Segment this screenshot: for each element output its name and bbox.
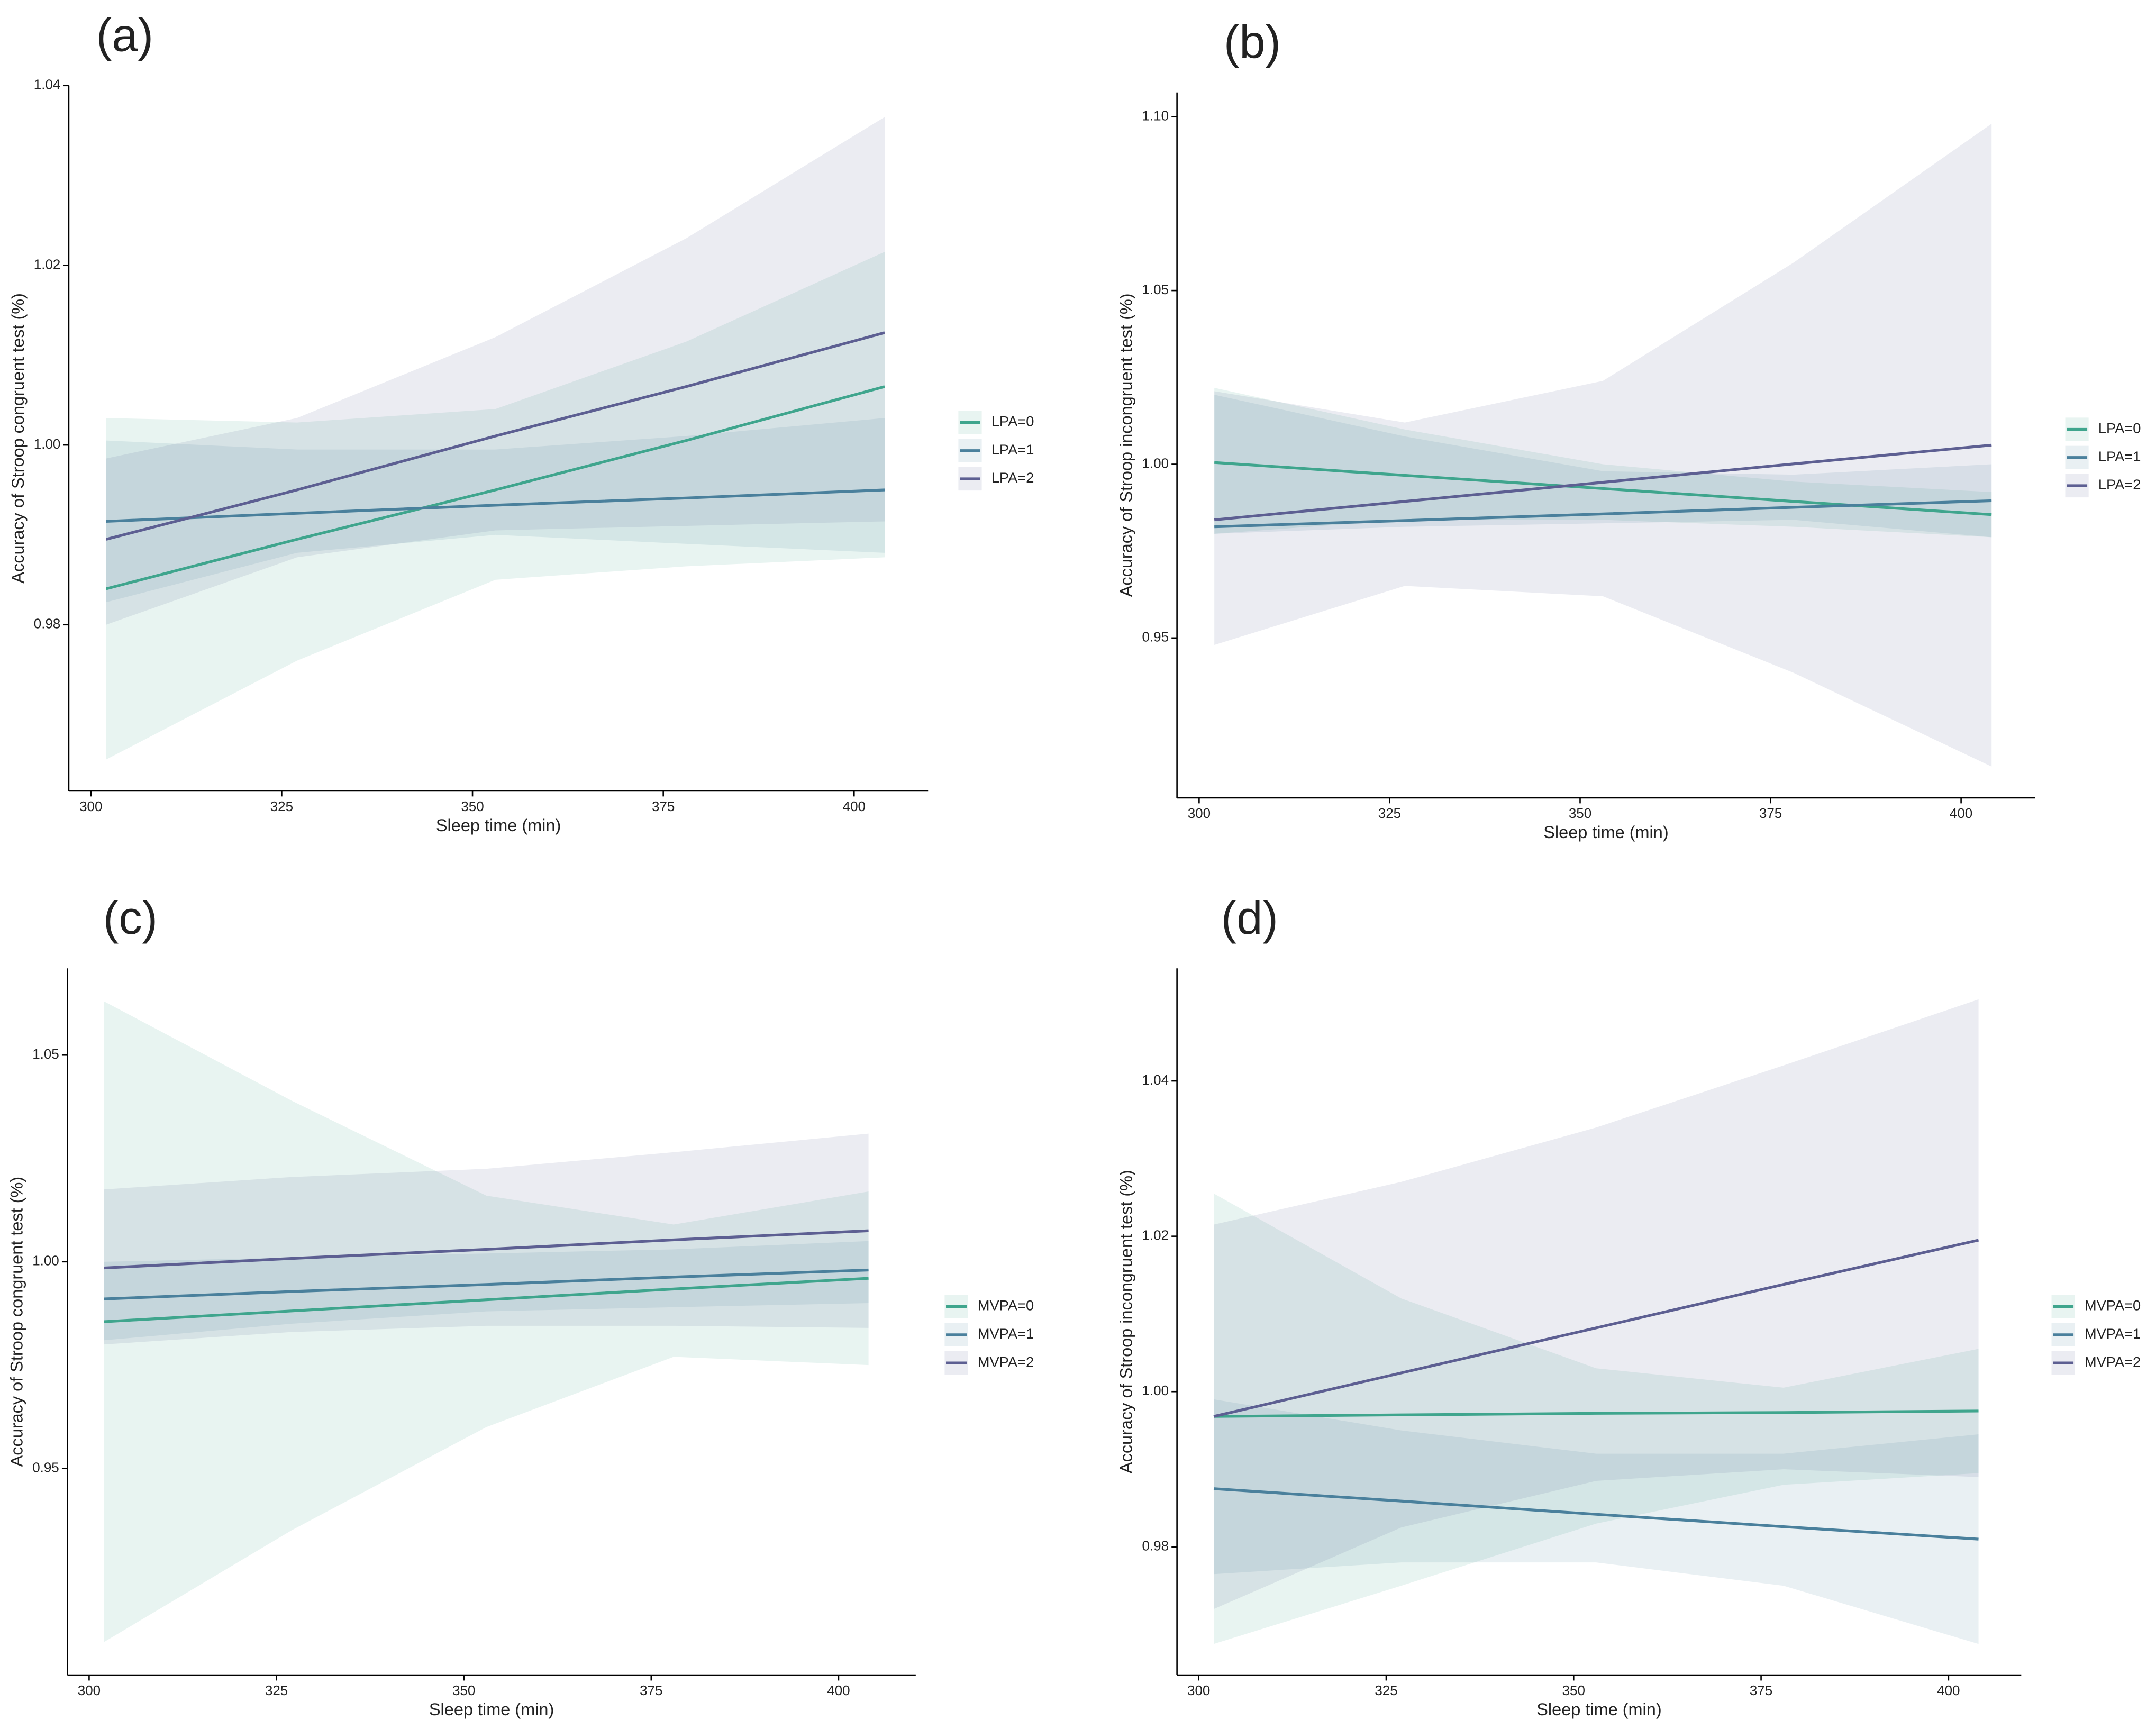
x-tick-label: 325 [270,798,293,814]
legend-label: MVPA=0 [2085,1297,2141,1314]
x-tick-label: 350 [452,1682,475,1698]
confidence-band [1214,999,1979,1609]
series-line [1213,1239,1979,1418]
y-axis-label: Accuracy of Stroop incongruent test (%) [1117,293,1136,597]
y-tick-label: 1.02 [34,256,61,272]
legend-label: LPA=0 [991,413,1034,430]
y-tick-label: 1.05 [1142,281,1169,297]
legend-label: LPA=0 [2098,420,2141,436]
y-tick-label: 1.00 [1142,455,1169,471]
confidence-band [104,1001,869,1642]
series-line [1214,1409,1979,1418]
x-axis-label: Sleep time (min) [1536,1700,1661,1719]
x-tick-label: 400 [843,798,866,814]
legend-label: MVPA=0 [978,1297,1034,1314]
series-line [104,1229,869,1270]
x-tick-label: 400 [827,1682,850,1698]
legend-label: LPA=1 [2098,448,2141,465]
legend-label: MVPA=1 [2085,1325,2141,1342]
panel-label: (d) [1221,891,1278,944]
legend-label: MVPA=1 [978,1325,1034,1342]
y-axis-label: Accuracy of Stroop incongruent test (%) [1117,1170,1136,1473]
series-line [1214,499,1992,529]
x-tick-label: 400 [1937,1682,1960,1698]
series-line [104,1268,869,1300]
confidence-band [1214,1399,1979,1644]
x-axis-label: Sleep time (min) [429,1700,554,1719]
y-axis-label: Accuracy of Stroop congruent test (%) [7,1177,26,1467]
x-tick-label: 375 [640,1682,662,1698]
panel-label: (c) [103,891,158,944]
y-axis-label: Accuracy of Stroop congruent test (%) [8,293,28,584]
x-tick-label: 325 [265,1682,288,1698]
x-tick-label: 375 [1759,805,1782,821]
x-tick-label: 300 [1188,805,1211,821]
x-tick-label: 300 [79,798,102,814]
y-tick-label: 0.95 [1142,629,1169,645]
y-tick-label: 1.02 [1142,1227,1169,1243]
series-line [1213,1487,1979,1541]
confidence-band [104,1241,869,1341]
x-tick-label: 325 [1378,805,1401,821]
legend-label: MVPA=2 [978,1353,1034,1370]
series-line [104,1277,869,1323]
y-tick-label: 1.04 [34,77,61,93]
y-tick-label: 1.00 [34,436,61,452]
y-tick-label: 0.95 [32,1459,59,1475]
confidence-band [1214,123,1992,767]
y-tick-label: 0.98 [34,616,61,632]
x-axis-label: Sleep time (min) [436,816,561,835]
x-tick-label: 375 [652,798,675,814]
y-tick-label: 0.98 [1142,1538,1169,1554]
x-tick-label: 300 [78,1682,101,1698]
panel-label: (a) [96,9,153,61]
series-line [106,488,885,523]
y-tick-label: 1.10 [1142,108,1169,124]
y-tick-label: 1.00 [32,1253,59,1269]
confidence-band [1214,1193,1979,1644]
legend-label: LPA=1 [991,441,1034,458]
x-tick-label: 375 [1750,1682,1772,1698]
x-tick-label: 300 [1187,1682,1210,1698]
x-axis-label: Sleep time (min) [1543,823,1668,842]
legend-label: LPA=2 [991,469,1034,486]
series-line [105,385,885,590]
series-line [105,331,885,541]
panel-label: (b) [1224,16,1281,68]
x-tick-label: 350 [1562,1682,1585,1698]
y-tick-label: 1.04 [1142,1072,1169,1088]
x-tick-label: 350 [1569,805,1591,821]
x-tick-label: 400 [1950,805,1972,821]
legend-label: LPA=2 [2098,476,2141,493]
x-tick-label: 325 [1375,1682,1397,1698]
y-tick-label: 1.00 [1142,1382,1169,1398]
legend-label: MVPA=2 [2085,1353,2141,1370]
x-tick-label: 350 [461,798,484,814]
series-line [1214,443,1992,522]
confidence-band [106,418,885,603]
y-tick-label: 1.05 [32,1046,59,1062]
